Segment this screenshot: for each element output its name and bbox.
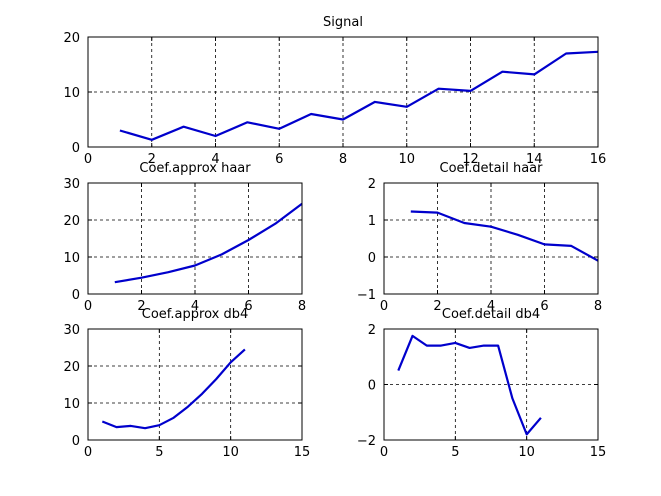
series-line (101, 348, 246, 430)
y-tick-label: 0 (72, 434, 80, 449)
x-tick-label: 15 (590, 445, 607, 460)
y-tick-label: 30 (63, 177, 80, 192)
x-tick-label: 10 (398, 152, 415, 167)
y-tick-label: 2 (368, 323, 376, 338)
subplot-signal: 0 2 4 6 8 10 12 14 16 0 10 20 Signal (63, 15, 606, 167)
y-tick-label: 20 (63, 360, 80, 375)
x-tick-label: 10 (222, 445, 239, 460)
subplot-detail-db4: 0 5 10 15 −2 0 2 Coef.detail db4 (357, 307, 606, 460)
x-tick-label: 6 (244, 299, 252, 314)
subplot-title: Coef.detail db4 (442, 307, 540, 322)
x-tick-label: 0 (84, 299, 92, 314)
x-tick-label: 2 (148, 152, 156, 167)
x-tick-label: 10 (518, 445, 535, 460)
x-tick-label: 0 (380, 299, 388, 314)
x-tick-label: 0 (84, 152, 92, 167)
x-tick-label: 8 (339, 152, 347, 167)
x-tick-label: 4 (487, 299, 495, 314)
x-tick-label: 15 (294, 445, 311, 460)
series-line (119, 50, 599, 141)
y-tick-label: 0 (368, 379, 376, 394)
y-tick-label: 0 (72, 288, 80, 303)
x-tick-label: 0 (84, 445, 92, 460)
subplot-title: Coef.approx haar (139, 161, 251, 176)
x-tick-label: 16 (590, 152, 607, 167)
x-tick-label: 12 (462, 152, 479, 167)
y-tick-label: −2 (357, 434, 376, 449)
y-tick-label: 10 (63, 397, 80, 412)
series-line (397, 334, 542, 436)
x-tick-label: 4 (211, 152, 219, 167)
x-tick-label: 14 (526, 152, 543, 167)
series-line (410, 210, 599, 262)
x-tick-label: 2 (433, 299, 441, 314)
y-tick-label: 10 (63, 251, 80, 266)
subplot-approx-db4: 0 5 10 15 0 10 20 30 Coef.approx db4 (63, 307, 310, 460)
subplot-title: Coef.detail haar (440, 161, 544, 176)
axes-frame (87, 328, 303, 441)
x-tick-label: 6 (540, 299, 548, 314)
y-tick-label: 0 (72, 141, 80, 156)
plot-area (384, 329, 598, 440)
y-tick-label: 20 (63, 31, 80, 46)
y-tick-label: 30 (63, 323, 80, 338)
subplot-title: Coef.approx db4 (142, 307, 248, 322)
x-tick-label: 8 (594, 299, 602, 314)
y-tick-label: 20 (63, 214, 80, 229)
x-tick-label: 5 (451, 445, 459, 460)
y-tick-label: −1 (357, 288, 376, 303)
x-tick-label: 8 (298, 299, 306, 314)
y-tick-label: 0 (368, 251, 376, 266)
series-line (114, 202, 303, 284)
subplot-approx-haar: 0 2 4 6 8 0 10 20 30 Coef.approx haar (63, 161, 306, 314)
x-tick-label: 4 (191, 299, 199, 314)
y-tick-label: 1 (368, 214, 376, 229)
x-tick-label: 2 (137, 299, 145, 314)
subplot-detail-haar: 0 2 4 6 8 −1 0 1 2 Coef.detail haar (357, 161, 602, 314)
x-tick-label: 5 (155, 445, 163, 460)
y-tick-label: 10 (63, 86, 80, 101)
x-tick-label: 6 (275, 152, 283, 167)
plot-area (88, 329, 302, 440)
subplot-title: Signal (323, 15, 363, 30)
x-tick-label: 0 (380, 445, 388, 460)
y-tick-label: 2 (368, 177, 376, 192)
